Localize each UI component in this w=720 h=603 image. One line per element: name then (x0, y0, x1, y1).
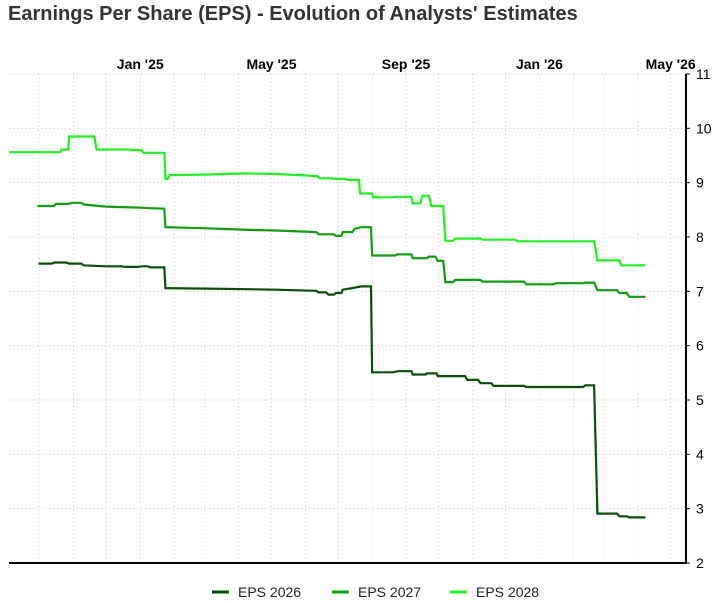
y-tick-label: 8 (696, 229, 704, 245)
y-tick-label: 7 (696, 283, 704, 299)
x-axis-ticks: Jan '25 May '25 Sep '25 Jan '26 May '26 (117, 56, 696, 72)
x-tick-label: Jan '26 (516, 56, 563, 72)
y-tick-label: 6 (696, 338, 704, 354)
y-tick-label: 3 (696, 501, 704, 517)
x-tick-label: Jan '25 (117, 56, 164, 72)
grid-lines (9, 73, 686, 564)
y-tick-label: 4 (696, 446, 704, 462)
y-tick-label: 10 (696, 120, 712, 136)
x-tick-label: May '25 (246, 56, 296, 72)
series-lines (9, 135, 646, 519)
legend-label: EPS 2026 (238, 584, 301, 600)
series-line-eps-2026 (38, 261, 646, 519)
series-line-eps-2028 (9, 135, 646, 267)
y-tick-label: 11 (696, 66, 711, 82)
series-line-eps-2027 (37, 201, 646, 298)
y-tick-label: 9 (696, 175, 704, 191)
chart-title: Earnings Per Share (EPS) - Evolution of … (8, 3, 578, 25)
axes (9, 74, 687, 564)
legend-label: EPS 2028 (476, 584, 539, 600)
x-tick-label: May '26 (646, 56, 696, 72)
legend: EPS 2026 EPS 2027 EPS 2028 (212, 584, 539, 600)
y-tick-label: 2 (696, 555, 704, 571)
y-tick-label: 5 (696, 392, 704, 408)
y-axis-ticks: 2 3 4 5 6 7 8 9 10 11 (686, 66, 712, 571)
legend-label: EPS 2027 (358, 584, 421, 600)
x-tick-label: Sep '25 (382, 56, 431, 72)
